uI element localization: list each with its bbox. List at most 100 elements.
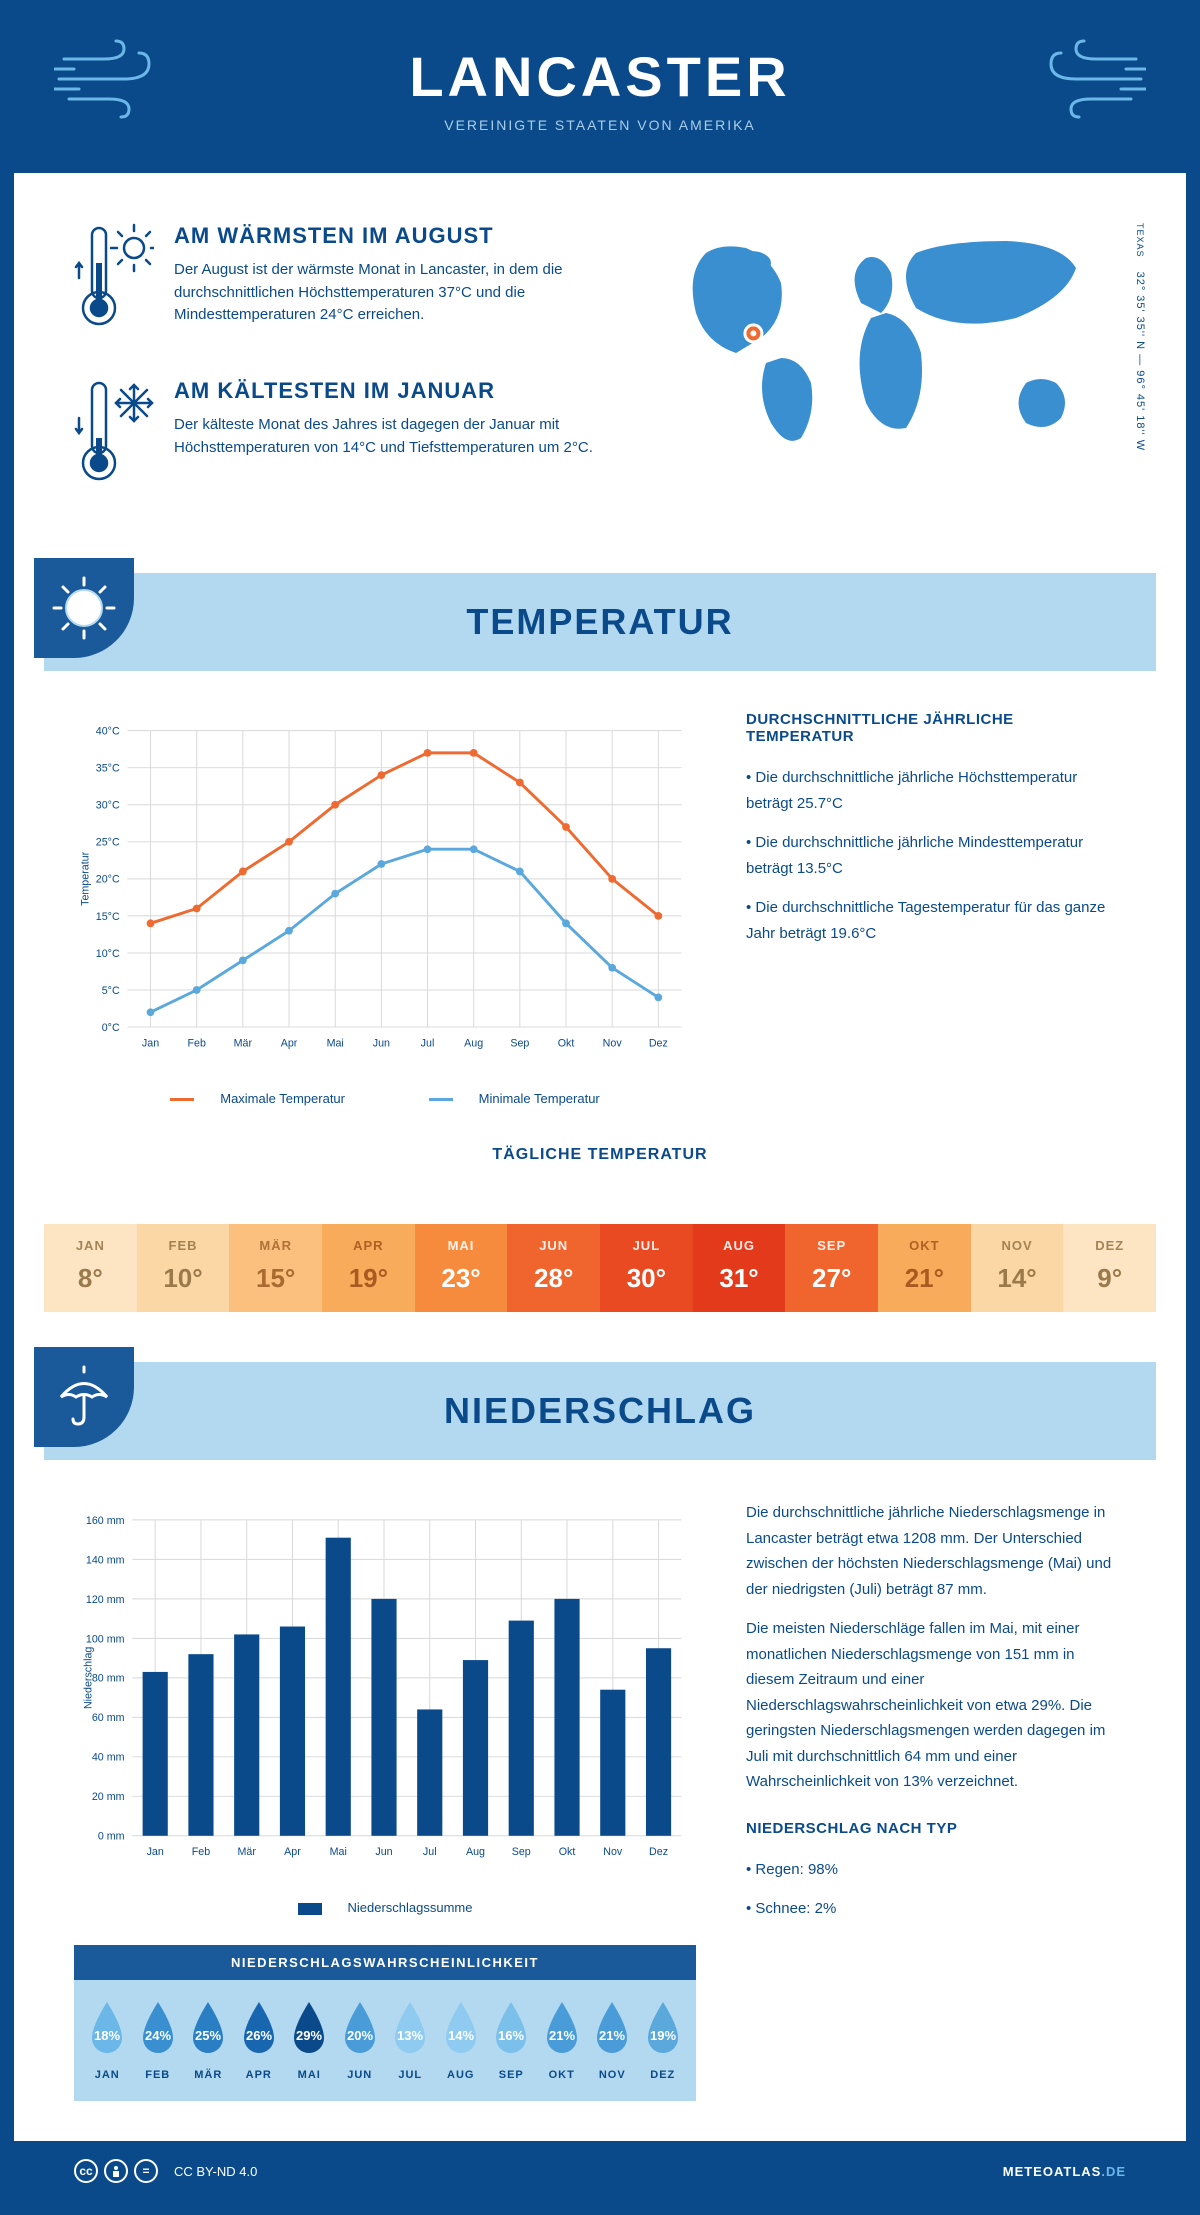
svg-text:30°C: 30°C bbox=[96, 800, 120, 812]
license-block: cc = CC BY-ND 4.0 bbox=[74, 2159, 257, 2183]
svg-text:Okt: Okt bbox=[558, 1038, 575, 1050]
svg-text:29%: 29% bbox=[296, 2028, 322, 2043]
thermometer-hot-icon bbox=[74, 223, 154, 333]
temp-cell: AUG31° bbox=[693, 1224, 786, 1312]
svg-text:Aug: Aug bbox=[464, 1038, 483, 1050]
svg-text:Mai: Mai bbox=[327, 1038, 344, 1050]
coldest-text: Der kälteste Monat des Jahres ist dagege… bbox=[174, 414, 626, 459]
legend-bar: Niederschlagssumme bbox=[348, 1900, 473, 1915]
precip-prob-heading: NIEDERSCHLAGSWAHRSCHEINLICHKEIT bbox=[74, 1945, 696, 1980]
precip-type-line: • Schnee: 2% bbox=[746, 1896, 1126, 1922]
svg-text:Sep: Sep bbox=[510, 1038, 529, 1050]
svg-text:120 mm: 120 mm bbox=[86, 1594, 125, 1606]
svg-text:0°C: 0°C bbox=[102, 1022, 120, 1034]
svg-text:Jun: Jun bbox=[373, 1038, 390, 1050]
svg-text:0 mm: 0 mm bbox=[98, 1831, 125, 1843]
svg-text:40 mm: 40 mm bbox=[92, 1752, 125, 1764]
svg-text:21%: 21% bbox=[599, 2028, 625, 2043]
temp-cell: SEP27° bbox=[785, 1224, 878, 1312]
svg-text:Jan: Jan bbox=[147, 1846, 164, 1858]
city-title: LANCASTER bbox=[74, 44, 1126, 109]
temperature-line-chart: 0°C5°C10°C15°C20°C25°C30°C35°C40°CJanFeb… bbox=[74, 711, 696, 1071]
cc-icon: cc bbox=[74, 2159, 98, 2183]
temp-cell: OKT21° bbox=[878, 1224, 971, 1312]
svg-text:5°C: 5°C bbox=[102, 985, 120, 997]
temp-side-line: • Die durchschnittliche Tagestemperatur … bbox=[746, 895, 1126, 946]
svg-text:20%: 20% bbox=[347, 2028, 373, 2043]
temp-cell: NOV14° bbox=[971, 1224, 1064, 1312]
country-subtitle: VEREINIGTE STAATEN VON AMERIKA bbox=[74, 117, 1126, 133]
temperature-section-header: TEMPERATUR bbox=[44, 573, 1156, 671]
precip-bar-chart: 0 mm20 mm40 mm60 mm80 mm100 mm120 mm140 … bbox=[74, 1500, 696, 1880]
legend-min: Minimale Temperatur bbox=[479, 1091, 600, 1106]
warmest-text: Der August ist der wärmste Monat in Lanc… bbox=[174, 259, 626, 327]
thermometer-cold-icon bbox=[74, 378, 154, 488]
temperature-title: TEMPERATUR bbox=[104, 601, 1096, 643]
svg-text:Temperatur: Temperatur bbox=[80, 851, 92, 905]
svg-text:Nov: Nov bbox=[603, 1846, 623, 1858]
svg-text:26%: 26% bbox=[246, 2028, 272, 2043]
svg-text:Sep: Sep bbox=[512, 1846, 531, 1858]
svg-text:140 mm: 140 mm bbox=[86, 1554, 125, 1566]
svg-text:15°C: 15°C bbox=[96, 911, 120, 923]
precip-type-line: • Regen: 98% bbox=[746, 1857, 1126, 1883]
svg-text:14%: 14% bbox=[448, 2028, 474, 2043]
coordinates: 32° 35' 35'' N — 96° 45' 18'' W bbox=[1134, 272, 1146, 452]
svg-text:160 mm: 160 mm bbox=[86, 1515, 125, 1527]
precip-drop: 25% MÄR bbox=[185, 2000, 232, 2081]
svg-text:Niederschlag: Niederschlag bbox=[82, 1647, 94, 1709]
temp-cell: DEZ9° bbox=[1063, 1224, 1156, 1312]
precip-drop: 14% AUG bbox=[438, 2000, 485, 2081]
svg-text:Aug: Aug bbox=[466, 1846, 485, 1858]
temp-cell: MÄR15° bbox=[229, 1224, 322, 1312]
precip-drop: 19% DEZ bbox=[640, 2000, 687, 2081]
wind-icon-left bbox=[54, 39, 174, 119]
warmest-block: AM WÄRMSTEN IM AUGUST Der August ist der… bbox=[74, 223, 626, 338]
temp-side-line: • Die durchschnittliche jährliche Mindes… bbox=[746, 830, 1126, 881]
svg-text:40°C: 40°C bbox=[96, 726, 120, 738]
precip-p1: Die durchschnittliche jährliche Niedersc… bbox=[746, 1500, 1126, 1602]
coldest-heading: AM KÄLTESTEN IM JANUAR bbox=[174, 378, 626, 404]
warmest-heading: AM WÄRMSTEN IM AUGUST bbox=[174, 223, 626, 249]
temp-cell: JAN8° bbox=[44, 1224, 137, 1312]
svg-text:25%: 25% bbox=[195, 2028, 221, 2043]
precip-drop: 21% NOV bbox=[589, 2000, 636, 2081]
svg-text:Apr: Apr bbox=[284, 1846, 301, 1858]
svg-text:10°C: 10°C bbox=[96, 948, 120, 960]
precip-drop: 24% FEB bbox=[135, 2000, 182, 2081]
temp-cell: FEB10° bbox=[137, 1224, 230, 1312]
svg-text:25°C: 25°C bbox=[96, 837, 120, 849]
by-icon bbox=[104, 2159, 128, 2183]
precip-drop: 29% MAI bbox=[286, 2000, 333, 2081]
svg-text:Nov: Nov bbox=[603, 1038, 623, 1050]
temp-side-heading: DURCHSCHNITTLICHE JÄHRLICHE TEMPERATUR bbox=[746, 711, 1126, 745]
svg-text:35°C: 35°C bbox=[96, 763, 120, 775]
line-chart-legend: Maximale Temperatur Minimale Temperatur bbox=[74, 1091, 696, 1106]
site-tld: .DE bbox=[1101, 2164, 1126, 2179]
svg-text:Dez: Dez bbox=[649, 1846, 668, 1858]
svg-text:80 mm: 80 mm bbox=[92, 1673, 125, 1685]
precip-side-text: Die durchschnittliche jährliche Niedersc… bbox=[746, 1500, 1126, 2101]
precip-drop: 16% SEP bbox=[488, 2000, 535, 2081]
coldest-block: AM KÄLTESTEN IM JANUAR Der kälteste Mona… bbox=[74, 378, 626, 493]
svg-text:20 mm: 20 mm bbox=[92, 1791, 125, 1803]
precip-drop: 18% JAN bbox=[84, 2000, 131, 2081]
svg-text:16%: 16% bbox=[498, 2028, 524, 2043]
svg-text:Mai: Mai bbox=[330, 1846, 347, 1858]
intro-section: AM WÄRMSTEN IM AUGUST Der August ist der… bbox=[14, 173, 1186, 573]
temp-cell: JUL30° bbox=[600, 1224, 693, 1312]
svg-text:100 mm: 100 mm bbox=[86, 1633, 125, 1645]
svg-text:Jan: Jan bbox=[142, 1038, 159, 1050]
nd-icon: = bbox=[134, 2159, 158, 2183]
world-map-panel: TEXAS 32° 35' 35'' N — 96° 45' 18'' W bbox=[666, 223, 1126, 533]
precip-section-header: NIEDERSCHLAG bbox=[44, 1362, 1156, 1460]
svg-text:18%: 18% bbox=[94, 2028, 120, 2043]
footer: cc = CC BY-ND 4.0 METEOATLAS.DE bbox=[14, 2141, 1186, 2201]
svg-text:Mär: Mär bbox=[234, 1038, 253, 1050]
svg-text:Jul: Jul bbox=[421, 1038, 435, 1050]
precip-drop: 21% OKT bbox=[539, 2000, 586, 2081]
temperature-side-text: DURCHSCHNITTLICHE JÄHRLICHE TEMPERATUR •… bbox=[746, 711, 1126, 1106]
svg-text:Jul: Jul bbox=[423, 1846, 437, 1858]
svg-text:19%: 19% bbox=[650, 2028, 676, 2043]
sun-icon bbox=[49, 573, 119, 643]
